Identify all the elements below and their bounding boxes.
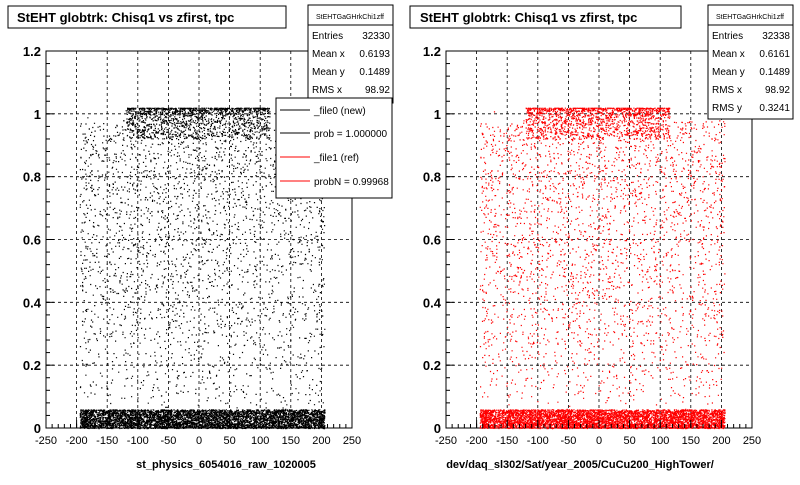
x-tick-label: 50 bbox=[223, 435, 235, 447]
x-tick-label: 200 bbox=[712, 435, 730, 447]
stats-name: StEHTGaGHrkChi1zff bbox=[716, 14, 784, 21]
x-tick-label: 100 bbox=[251, 435, 269, 447]
y-tick-label: 0.4 bbox=[423, 295, 442, 310]
axis-ticks: -250 -200 -150 -100 -50 0 50 100 150 200 250 0 0.2 0.… bbox=[423, 44, 761, 447]
stats-value-mean-y: 0.1489 bbox=[359, 67, 390, 78]
x-axis-label: st_physics_6054016_raw_1020005 bbox=[136, 459, 316, 471]
title-box bbox=[7, 5, 287, 29]
stats-value-rms-y: 0.3241 bbox=[759, 103, 790, 114]
stats-value-rms-x: 98.92 bbox=[765, 85, 790, 96]
x-tick-label: -200 bbox=[466, 435, 488, 447]
y-tick-label: 0 bbox=[434, 421, 441, 436]
x-tick-label: -200 bbox=[66, 435, 88, 447]
stats-name: StEHTGaGHrkChi1zff bbox=[316, 14, 384, 21]
x-tick-label: 150 bbox=[682, 435, 700, 447]
stats-label-mean-x: Mean x bbox=[312, 49, 345, 60]
x-tick-label: -250 bbox=[35, 435, 57, 447]
y-tick-label: 1.2 bbox=[23, 44, 41, 59]
y-tick-label: 0.2 bbox=[423, 358, 441, 373]
stats-label-rms-x: RMS x bbox=[712, 85, 742, 96]
x-tick-label: 200 bbox=[312, 435, 330, 447]
chart-title: StEHT globtrk: Chisq1 vs zfirst, tpc bbox=[17, 10, 234, 25]
x-tick-label: -100 bbox=[127, 435, 149, 447]
chart-title: StEHT globtrk: Chisq1 vs zfirst, tpc bbox=[420, 10, 637, 25]
x-tick-label: 0 bbox=[596, 435, 602, 447]
stats-box bbox=[307, 4, 394, 104]
y-tick-label: 1 bbox=[434, 107, 441, 122]
stats-label-rms-x: RMS x bbox=[312, 85, 342, 96]
y-tick-label: 0.8 bbox=[23, 170, 41, 185]
x-tick-label: 0 bbox=[196, 435, 202, 447]
stats-value-entries: 32330 bbox=[362, 31, 390, 42]
stats-label-mean-y: Mean y bbox=[312, 67, 345, 78]
stats-value-mean-x: 0.6193 bbox=[359, 49, 390, 60]
title-box bbox=[409, 5, 682, 29]
legend-label-file1: _file1 (ref) bbox=[313, 153, 359, 164]
x-tick-label: -100 bbox=[527, 435, 549, 447]
stats-value-rms-x: 98.92 bbox=[365, 85, 390, 96]
stats-label-rms-y: RMS y bbox=[712, 103, 742, 114]
legend-label-prob: prob = 1.000000 bbox=[314, 129, 388, 140]
y-tick-label: 0.4 bbox=[23, 295, 42, 310]
x-tick-label: 150 bbox=[282, 435, 300, 447]
right-panel: -250 -200 -150 -100 -50 0 50 100 150 200 250 0 0.2 0.… bbox=[409, 4, 794, 471]
stats-label-entries: Entries bbox=[712, 31, 743, 42]
x-tick-label: -250 bbox=[435, 435, 457, 447]
stats-label-entries: Entries bbox=[312, 31, 343, 42]
x-tick-label: 100 bbox=[651, 435, 669, 447]
legend-label-file0: _file0 (new) bbox=[313, 106, 366, 117]
y-tick-label: 0.6 bbox=[23, 233, 41, 248]
x-axis-label: dev/daq_sl302/Sat/year_2005/CuCu200_High… bbox=[446, 459, 714, 471]
stats-value-entries: 32338 bbox=[762, 31, 790, 42]
x-tick-label: 250 bbox=[343, 435, 361, 447]
stats-box bbox=[707, 4, 794, 120]
x-tick-label: -50 bbox=[560, 435, 576, 447]
stats-label-mean-x: Mean x bbox=[712, 49, 745, 60]
y-tick-label: 0.2 bbox=[23, 358, 41, 373]
x-tick-label: -150 bbox=[96, 435, 118, 447]
y-tick-label: 0.6 bbox=[423, 233, 441, 248]
stats-label-mean-y: Mean y bbox=[712, 67, 745, 78]
axis-ticks: -250 -200 -150 -100 -50 0 50 100 150 200 250 0 0.2 0.… bbox=[23, 44, 361, 447]
x-tick-label: 50 bbox=[623, 435, 635, 447]
y-tick-label: 1.2 bbox=[423, 44, 441, 59]
left-panel: -250 -200 -150 -100 -50 0 50 100 150 200 250 0 0.2 0.… bbox=[7, 4, 394, 471]
y-tick-label: 0.8 bbox=[423, 170, 441, 185]
stats-value-mean-y: 0.1489 bbox=[759, 67, 790, 78]
grid-lines bbox=[446, 51, 752, 428]
stats-value-mean-x: 0.6161 bbox=[759, 49, 790, 60]
legend-label-probn: probN = 0.99968 bbox=[314, 177, 389, 188]
x-tick-label: -50 bbox=[160, 435, 176, 447]
x-tick-label: 250 bbox=[743, 435, 761, 447]
x-tick-label: -150 bbox=[496, 435, 518, 447]
y-tick-label: 1 bbox=[34, 107, 41, 122]
y-tick-label: 0 bbox=[34, 421, 41, 436]
